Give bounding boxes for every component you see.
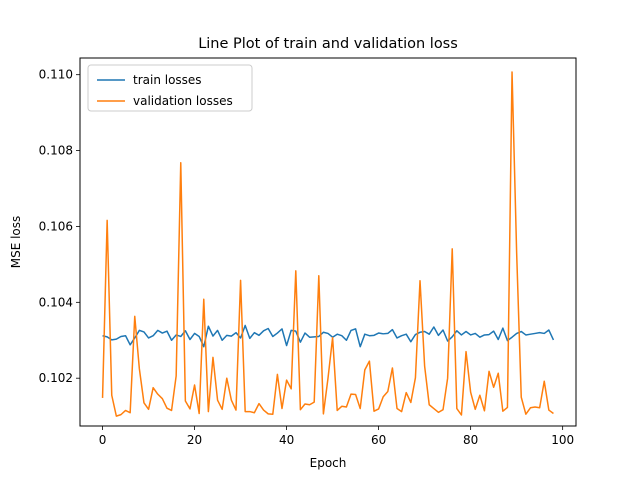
y-tick-label: 0.110 [39, 68, 73, 82]
x-tick-label: 60 [371, 433, 386, 447]
legend-box [87, 64, 253, 112]
y-tick-label: 0.106 [39, 219, 73, 233]
x-tick-label: 20 [187, 433, 202, 447]
plot-area [101, 71, 555, 417]
x-tick-label: 0 [99, 433, 107, 447]
x-axis-label: Epoch [310, 456, 347, 470]
x-tick-label: 40 [279, 433, 294, 447]
x-tick-label: 100 [551, 433, 574, 447]
y-axis-ticks: 0.102 0.104 0.106 0.108 0.110 [39, 68, 80, 385]
legend: train losses validation losses [87, 64, 253, 112]
y-axis-label: MSE loss [9, 216, 23, 269]
legend-label-1: validation losses [133, 94, 233, 108]
series-line-1 [101, 71, 554, 417]
chart-title: Line Plot of train and validation loss [198, 36, 458, 52]
legend-label-0: train losses [133, 73, 202, 87]
x-axis-ticks: 0 20 40 60 80 100 [99, 426, 574, 447]
axes-frame [79, 57, 577, 427]
y-tick-label: 0.102 [39, 371, 73, 385]
y-tick-label: 0.108 [39, 144, 73, 158]
x-tick-label: 80 [463, 433, 478, 447]
y-tick-label: 0.104 [39, 295, 73, 309]
